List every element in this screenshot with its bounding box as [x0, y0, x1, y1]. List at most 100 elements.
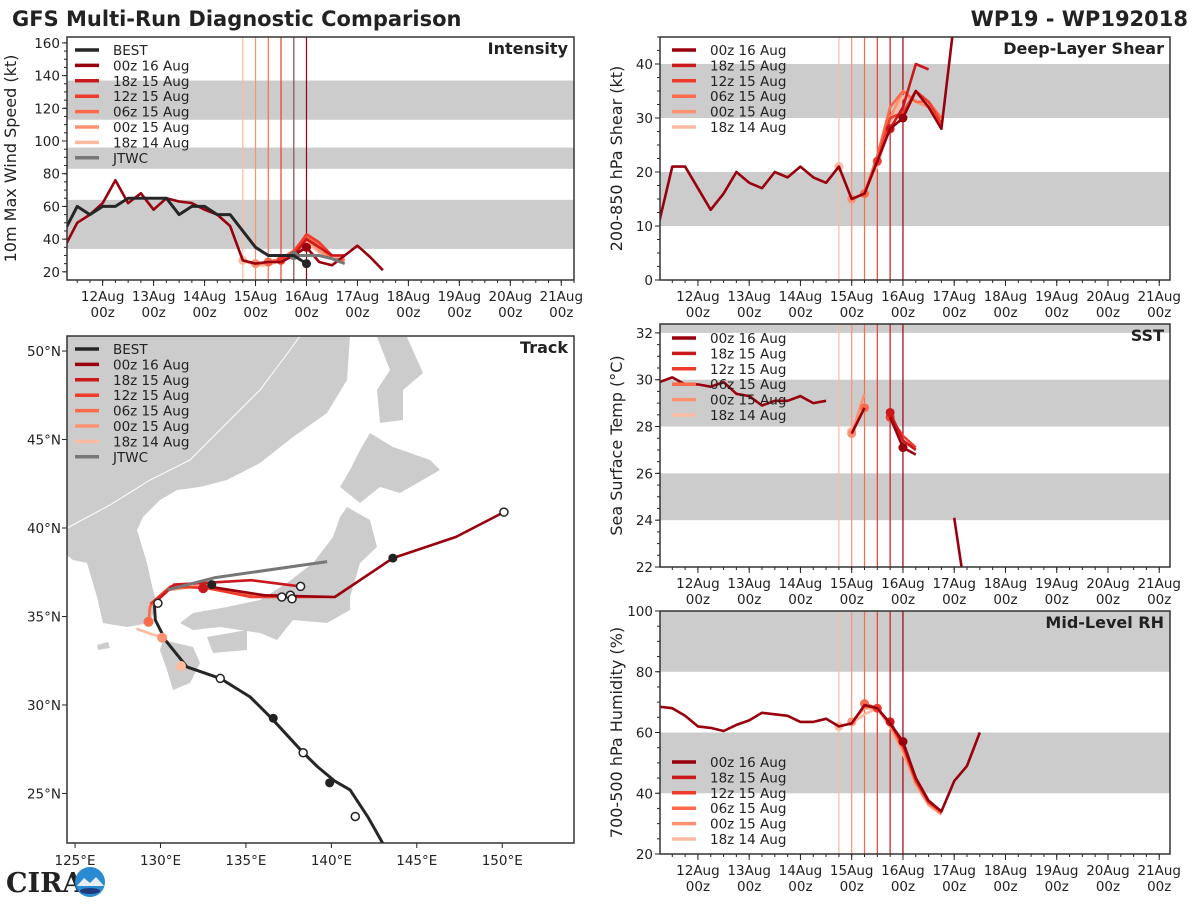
y-tick-label: 0 [644, 273, 653, 289]
y-tick-label: 40 [636, 786, 653, 802]
x-tick-label: 19Aug [1035, 576, 1079, 592]
x-tick-label: 00z [788, 879, 812, 895]
legend-label: 00z 16 Aug [710, 331, 786, 347]
x-tick-label: 15Aug [830, 576, 874, 592]
legend-label: 06z 15 Aug [710, 801, 786, 817]
series-line [293, 254, 346, 265]
y-tick-label: 60 [43, 199, 60, 215]
track-marker-run-start [175, 661, 186, 672]
y-tick-label: 30 [636, 373, 653, 389]
lat-tick-label: 35°N [27, 609, 61, 625]
x-tick-label: 15Aug [830, 289, 874, 305]
series-marker [898, 737, 908, 747]
landmass [180, 507, 377, 640]
panel-title: Track [520, 338, 568, 357]
legend-label: 00z 15 Aug [113, 419, 189, 435]
storm-id: WP19 - WP192018 [971, 7, 1188, 31]
y-tick-label: 26 [636, 466, 653, 482]
x-tick-label: 17Aug [932, 863, 976, 879]
x-tick-label: 00z [498, 305, 522, 321]
series-marker [885, 407, 895, 417]
panel-rh: 2040608010012Aug00z13Aug00z14Aug00z15Aug… [607, 604, 1181, 895]
x-tick-label: 21Aug [1137, 863, 1181, 879]
y-tick-label: 32 [636, 326, 653, 342]
y-tick-label: 120 [34, 101, 60, 117]
legend-label: 00z 15 Aug [710, 105, 786, 121]
landmass [207, 630, 247, 653]
axes-frame [659, 610, 1171, 855]
lon-tick-label: 135°E [225, 853, 266, 869]
x-tick-label: 14Aug [779, 289, 823, 305]
x-tick-label: 00z [294, 305, 318, 321]
x-tick-label: 17Aug [932, 576, 976, 592]
threshold-band [67, 147, 574, 169]
x-tick-label: 13Aug [727, 863, 771, 879]
x-tick-label: 00z [993, 879, 1017, 895]
panel-intensity: 2040608010012014016012Aug00z13Aug00z14Au… [1, 36, 583, 321]
plot-area [660, 37, 1170, 280]
axes-frame [659, 36, 1171, 281]
y-tick-label: 24 [636, 513, 653, 529]
x-tick-label: 00z [686, 592, 710, 608]
x-tick-label: 19Aug [438, 289, 482, 305]
x-tick-label: 15Aug [830, 863, 874, 879]
plot-area [67, 336, 574, 843]
x-tick-label: 18Aug [984, 863, 1028, 879]
x-tick-label: 17Aug [336, 289, 380, 305]
legend-label: 18z 14 Aug [710, 408, 786, 424]
track-marker-filled [325, 778, 335, 788]
x-tick-label: 16Aug [881, 289, 925, 305]
legend-label: JTWC [112, 450, 148, 466]
x-tick-label: 00z [942, 879, 966, 895]
x-tick-label: 12Aug [676, 289, 720, 305]
x-tick-label: 18Aug [984, 576, 1028, 592]
x-tick-label: 00z [891, 305, 915, 321]
legend-label: 18z 15 Aug [710, 58, 786, 74]
track-marker-open [277, 592, 287, 602]
x-tick-label: 17Aug [932, 289, 976, 305]
y-tick-label: 20 [636, 847, 653, 863]
legend-label: 00z 15 Aug [710, 817, 786, 833]
y-tick-label: 20 [636, 165, 653, 181]
x-tick-label: 00z [1096, 592, 1120, 608]
y-axis-label: 700-500 hPa Humidity (%) [607, 627, 626, 838]
series-marker [301, 259, 311, 269]
x-tick-label: 00z [686, 879, 710, 895]
y-axis-label: Sea Surface Temp (°C) [607, 355, 626, 535]
landmass [67, 336, 350, 627]
threshold-band [660, 172, 1170, 226]
panel-title: Intensity [488, 39, 569, 58]
x-tick-label: 00z [1045, 592, 1069, 608]
lon-tick-label: 130°E [140, 853, 181, 869]
lat-tick-label: 30°N [27, 698, 61, 714]
legend-label: 00z 15 Aug [113, 120, 189, 136]
y-tick-label: 140 [34, 69, 60, 85]
landmass [97, 642, 110, 650]
x-tick-label: 00z [1045, 305, 1069, 321]
series-line [292, 237, 345, 257]
legend-label: JTWC [112, 151, 148, 167]
y-axis-label: 10m Max Wind Speed (kt) [1, 55, 20, 263]
plot-area [660, 324, 1170, 567]
legend-label: 00z 16 Aug [710, 43, 786, 59]
x-tick-label: 00z [1096, 879, 1120, 895]
x-tick-label: 16Aug [285, 289, 329, 305]
y-tick-label: 100 [34, 134, 60, 150]
legend-label: 12z 15 Aug [113, 89, 189, 105]
cira-logo: CIRA [4, 866, 106, 902]
track-line [213, 510, 505, 599]
y-axis-label: 200-850 hPa Shear (kt) [607, 66, 626, 252]
landmass [377, 337, 423, 423]
x-tick-label: 15Aug [234, 289, 278, 305]
panel-track: 125°E 130°E 135°E 140°E 145°E 150°E 25°N 30°N 35… [27, 335, 575, 869]
track-marker-filled [388, 553, 398, 563]
y-tick-label: 40 [43, 232, 60, 248]
panel-title: Mid-Level RH [1045, 613, 1164, 632]
x-tick-label: 00z [686, 305, 710, 321]
x-tick-label: 00z [1096, 305, 1120, 321]
series-line [888, 62, 930, 130]
legend-label: 18z 14 Aug [113, 434, 189, 450]
threshold-band [660, 473, 1170, 521]
axes-frame [66, 36, 575, 281]
lat-tick-label: 40°N [27, 521, 61, 537]
